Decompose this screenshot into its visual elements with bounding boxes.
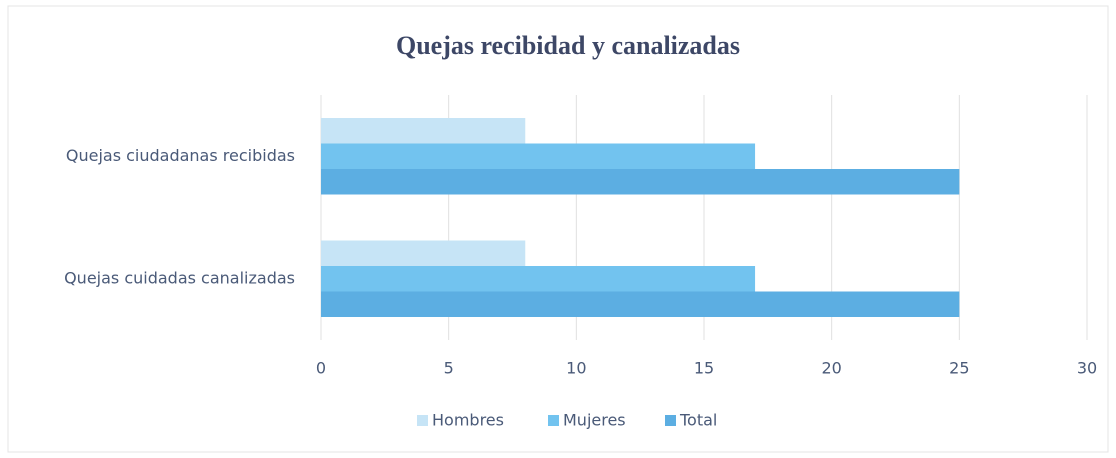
bar: [321, 169, 960, 195]
y-tick-label: Quejas cuidadas canalizadas: [64, 268, 295, 287]
legend-swatch: [417, 415, 428, 426]
bar: [321, 291, 960, 317]
x-tick-label: 15: [694, 359, 714, 378]
chart-title: Quejas recibidad y canalizadas: [396, 31, 740, 60]
chart-border: [7, 5, 1109, 453]
x-tick-label: 10: [566, 359, 586, 378]
x-tick-label: 25: [949, 359, 969, 378]
legend-label: Hombres: [432, 411, 504, 430]
legend-label: Mujeres: [563, 411, 626, 430]
x-tick-label: 20: [821, 359, 841, 378]
bar: [321, 143, 756, 169]
y-tick-label: Quejas ciudadanas recibidas: [66, 146, 295, 165]
bar: [321, 266, 756, 292]
legend-swatch: [665, 415, 676, 426]
x-tick-label: 30: [1077, 359, 1097, 378]
x-tick-label: 5: [444, 359, 454, 378]
legend-label: Total: [679, 411, 717, 430]
bar: [321, 240, 526, 266]
bar: [321, 118, 526, 144]
x-tick-label: 0: [316, 359, 326, 378]
legend-swatch: [548, 415, 559, 426]
